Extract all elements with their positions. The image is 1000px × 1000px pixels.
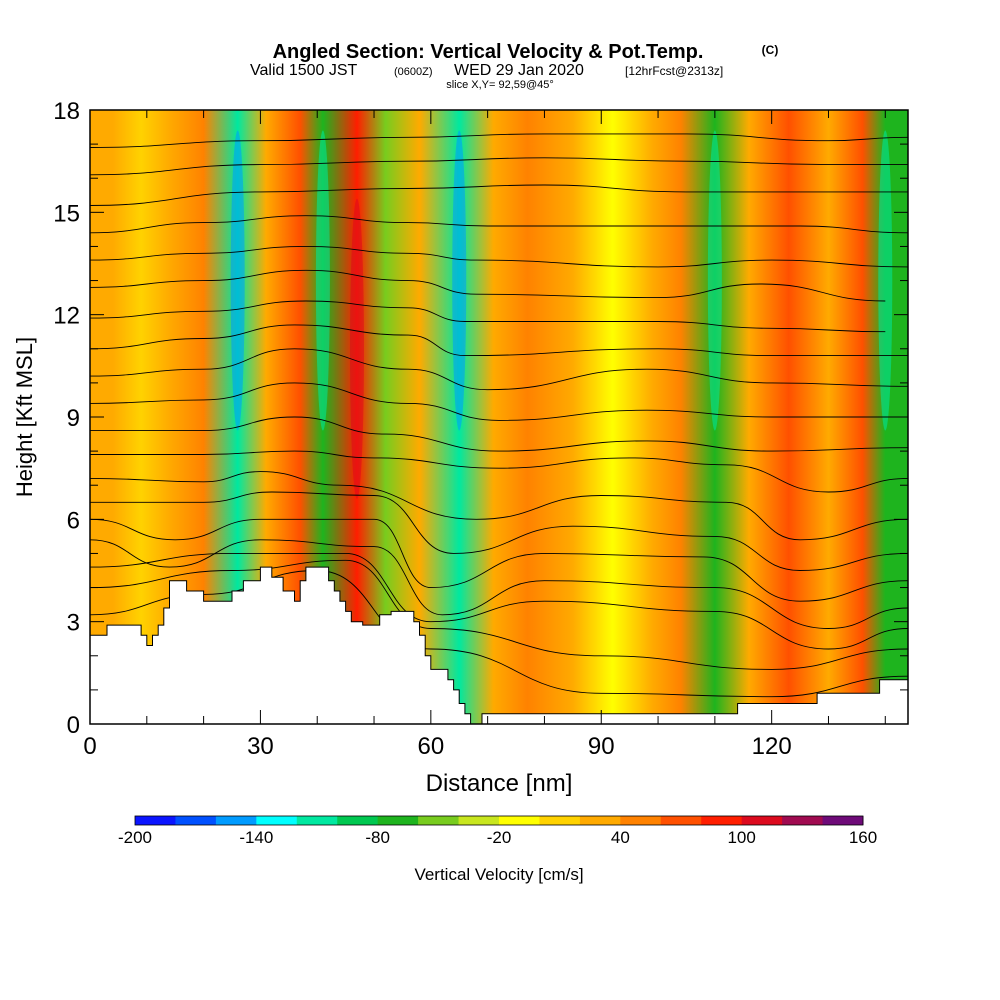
valid-prefix: Valid 1500 JST xyxy=(250,62,358,79)
y-axis-label: Height [Kft MSL] xyxy=(12,337,37,497)
colorbar-swatch xyxy=(377,816,419,825)
theta-contour xyxy=(90,324,908,357)
theta-contour xyxy=(90,215,908,234)
colorbar-swatch xyxy=(660,816,702,825)
slice-info: slice X,Y= 92,59@45° xyxy=(446,79,554,91)
theta-contour xyxy=(90,570,908,698)
theta-contour xyxy=(90,491,908,571)
colorbar-tick-label: -200 xyxy=(118,828,152,847)
colorbar-swatch xyxy=(620,816,662,825)
colorbar-frame xyxy=(134,815,864,826)
colorbar-swatch xyxy=(822,816,864,825)
theta-contour xyxy=(90,157,908,176)
theta-contour xyxy=(90,382,908,421)
colorbar-swatch xyxy=(579,816,621,825)
theta-contour xyxy=(90,133,908,148)
plot-area xyxy=(90,110,908,724)
colorbar: -200 -140 -80 -20 40 100 160 xyxy=(118,815,877,847)
valid-utc: (0600Z) xyxy=(394,66,433,78)
colorbar-swatch xyxy=(256,816,298,825)
colorbar-swatch xyxy=(135,816,176,825)
theta-contours xyxy=(90,133,908,698)
x-tick-label: 30 xyxy=(247,733,274,760)
x-tick-label: 90 xyxy=(588,733,615,760)
velocity-core xyxy=(349,198,364,499)
colorbar-tick-label: 160 xyxy=(849,828,877,847)
forecast-info: [12hrFcst@2313z] xyxy=(625,64,723,78)
x-tick-label: 0 xyxy=(83,733,96,760)
colorbar-swatch xyxy=(539,816,581,825)
y-tick-label: 18 xyxy=(53,98,80,125)
valid-date: WED 29 Jan 2020 xyxy=(454,62,584,79)
theta-contour xyxy=(90,348,908,391)
velocity-core xyxy=(452,130,467,431)
colorbar-tick-label: -140 xyxy=(239,828,273,847)
colorbar-tick-label: 100 xyxy=(727,828,755,847)
theta-contour xyxy=(90,552,908,650)
y-tick-label: 0 xyxy=(67,712,80,739)
theta-contour xyxy=(90,245,908,268)
y-tick-label: 12 xyxy=(53,303,80,330)
colorbar-label: Vertical Velocity [cm/s] xyxy=(414,865,583,884)
chart-title: Angled Section: Vertical Velocity & Pot.… xyxy=(273,41,704,63)
velocity-core xyxy=(878,130,893,431)
velocity-core xyxy=(707,130,722,431)
colorbar-swatch xyxy=(701,816,743,825)
colorbar-tick-label: -80 xyxy=(365,828,390,847)
velocity-core xyxy=(230,130,245,431)
theta-contour xyxy=(90,269,886,302)
colorbar-swatch xyxy=(296,816,338,825)
colorbar-tick-label: -20 xyxy=(487,828,512,847)
y-tick-label: 3 xyxy=(67,610,80,637)
copyright-mark: (C) xyxy=(762,43,779,57)
theta-contour xyxy=(90,416,908,452)
theta-contour xyxy=(90,471,908,541)
colorbar-swatch xyxy=(741,816,783,825)
colorbar-swatch xyxy=(499,816,540,825)
colorbar-swatch xyxy=(418,816,460,825)
theta-contour xyxy=(90,184,908,206)
theta-contour xyxy=(90,450,908,493)
y-tick-label: 9 xyxy=(67,405,80,432)
colorbar-swatch xyxy=(782,816,824,825)
valid-time-line: Valid 1500 JST (0600Z) WED 29 Jan 2020 [… xyxy=(250,62,723,79)
x-axis-label: Distance [nm] xyxy=(426,770,573,797)
x-tick-label: 60 xyxy=(417,733,444,760)
x-tick-label: 120 xyxy=(752,733,792,760)
x-axis: 0 30 60 90 120 xyxy=(83,110,886,760)
theta-contour xyxy=(90,559,908,670)
y-axis: 0 3 6 9 12 15 18 xyxy=(53,98,908,739)
colorbar-swatch xyxy=(215,816,257,825)
y-tick-label: 15 xyxy=(53,200,80,227)
y-tick-label: 6 xyxy=(67,507,80,534)
colorbar-swatch xyxy=(337,816,379,825)
colorbar-swatch xyxy=(175,816,217,825)
velocity-core xyxy=(315,130,330,431)
terrain xyxy=(90,566,908,724)
theta-contour xyxy=(90,300,886,333)
colorbar-tick-label: 40 xyxy=(611,828,630,847)
colorbar-swatch xyxy=(458,816,500,825)
theta-contour xyxy=(90,518,908,602)
theta-contour xyxy=(90,539,908,629)
